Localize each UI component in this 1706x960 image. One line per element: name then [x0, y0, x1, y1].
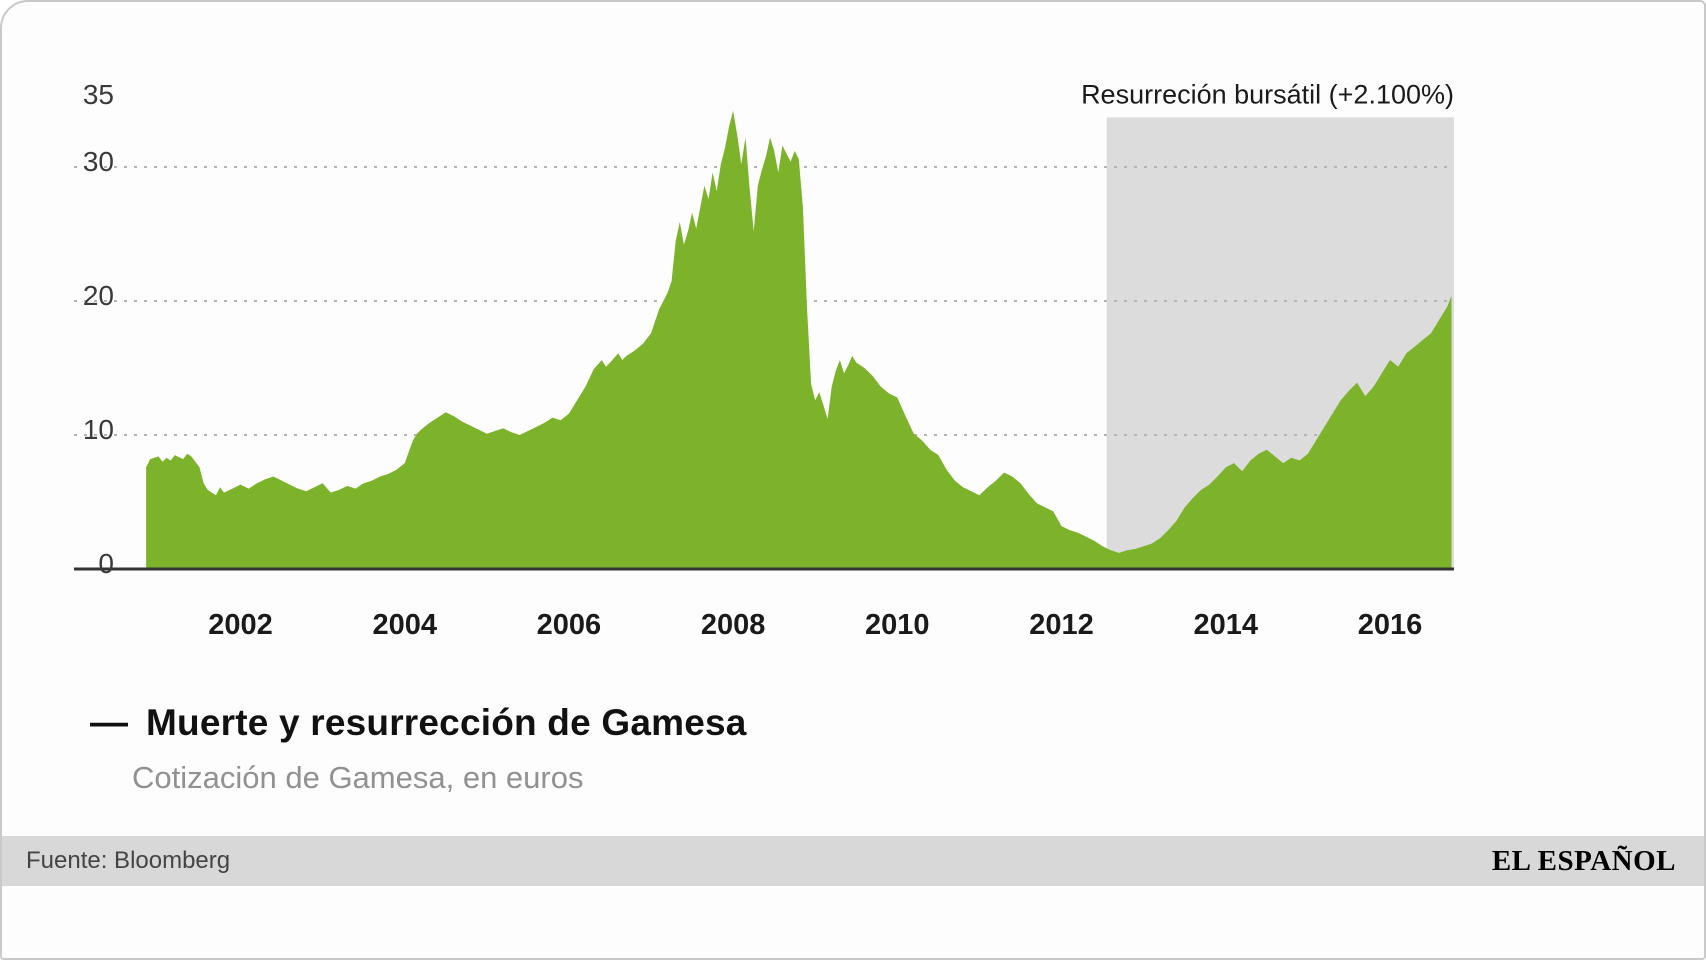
x-tick-label: 2014	[1194, 609, 1259, 641]
y-tick-label: 35	[83, 79, 114, 110]
annotation-label: Resurreción bursátil (+2.100%)	[1081, 79, 1454, 109]
price-area-series	[146, 110, 1452, 569]
brand-logo: EL ESPAÑOL	[1491, 844, 1676, 877]
footer-bar: Fuente: Bloomberg EL ESPAÑOL	[2, 836, 1704, 886]
area-chart-svg: 0 10 20 30 35 2002 2004 2006 2008 2010 2012 2014 201…	[74, 79, 1454, 641]
chart-title: Muerte y resurrección de Gamesa	[146, 702, 747, 743]
y-tick-label: 10	[83, 414, 114, 445]
x-tick-label: 2006	[537, 609, 602, 641]
y-tick-label: 20	[83, 280, 114, 311]
x-tick-label: 2008	[701, 609, 766, 641]
y-tick-label: 30	[83, 146, 114, 177]
x-tick-label: 2016	[1358, 609, 1423, 641]
x-tick-label: 2012	[1029, 609, 1094, 641]
y-tick-label: 0	[98, 548, 114, 579]
x-tick-label: 2004	[372, 609, 437, 641]
legend-line-marker: —	[90, 702, 128, 744]
source-label: Fuente: Bloomberg	[26, 847, 231, 874]
chart-legend: — Muerte y resurrección de Gamesa Cotiza…	[2, 674, 1704, 796]
chart-subtitle: Cotización de Gamesa, en euros	[132, 760, 584, 795]
x-tick-label: 2010	[865, 609, 930, 641]
x-tick-label: 2002	[208, 609, 273, 641]
chart-title-row: — Muerte y resurrección de Gamesa	[90, 702, 1664, 744]
stock-chart: 0 10 20 30 35 2002 2004 2006 2008 2010 2012 2014 201…	[2, 2, 1704, 674]
